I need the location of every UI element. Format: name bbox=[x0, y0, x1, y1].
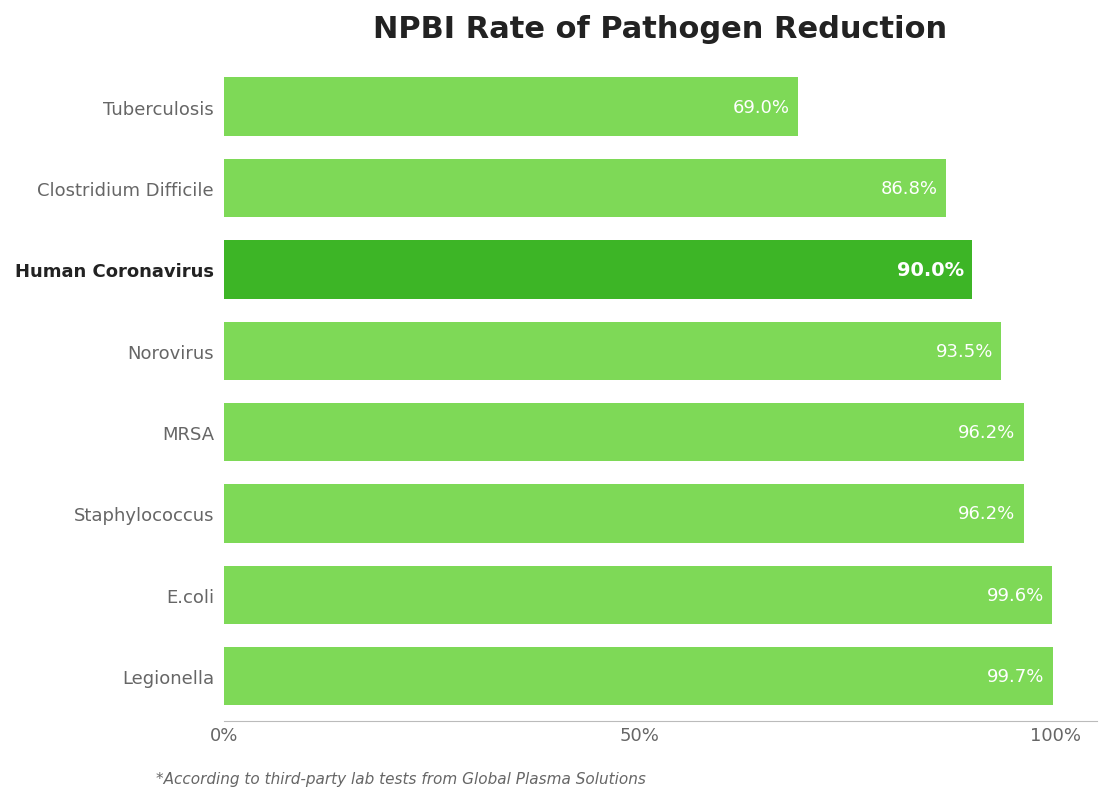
Bar bbox=[224, 566, 1052, 625]
Text: 93.5%: 93.5% bbox=[935, 342, 993, 361]
Bar bbox=[224, 647, 1053, 706]
Text: 99.7%: 99.7% bbox=[987, 667, 1044, 685]
Bar bbox=[224, 484, 1024, 543]
Text: 96.2%: 96.2% bbox=[959, 424, 1015, 442]
Bar bbox=[224, 79, 797, 137]
Bar bbox=[224, 241, 972, 300]
Text: 96.2%: 96.2% bbox=[959, 505, 1015, 523]
Title: NPBI Rate of Pathogen Reduction: NPBI Rate of Pathogen Reduction bbox=[374, 15, 947, 44]
Bar bbox=[224, 322, 1001, 381]
Text: 90.0%: 90.0% bbox=[896, 261, 964, 279]
Text: 86.8%: 86.8% bbox=[881, 180, 937, 198]
Bar bbox=[224, 160, 945, 218]
Text: *According to third-party lab tests from Global Plasma Solutions: *According to third-party lab tests from… bbox=[156, 771, 646, 786]
Bar bbox=[224, 403, 1024, 462]
Text: 99.6%: 99.6% bbox=[986, 586, 1044, 604]
Text: 69.0%: 69.0% bbox=[733, 99, 790, 116]
